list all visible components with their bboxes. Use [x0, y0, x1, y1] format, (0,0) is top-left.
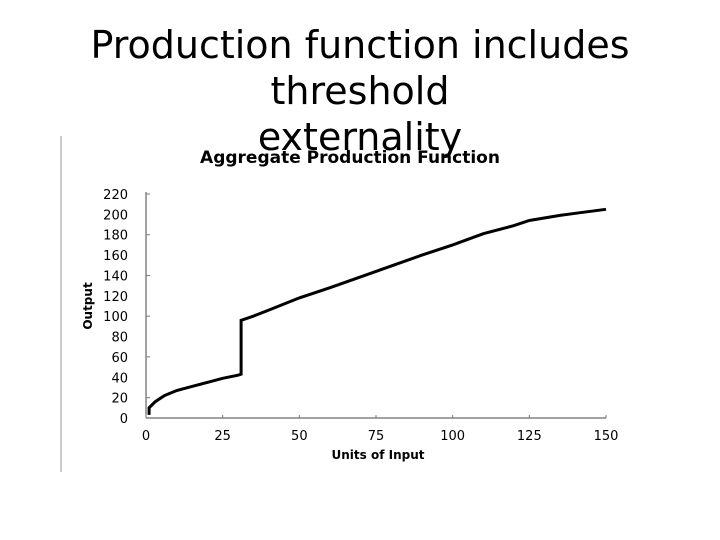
x-tick-label: 100 [440, 429, 465, 444]
chart-title: Aggregate Production Function [200, 148, 500, 168]
y-tick-label: 220 [103, 188, 128, 203]
y-tick-label: 60 [111, 351, 128, 366]
y-tick-label: 100 [103, 310, 128, 325]
x-tick-label: 150 [594, 429, 619, 444]
y-tick-label: 140 [103, 269, 128, 284]
y-tick-label: 0 [120, 412, 128, 427]
x-tick-label: 25 [214, 429, 231, 444]
slide-title-line-2: externality [257, 115, 463, 159]
x-tick-label: 75 [368, 429, 385, 444]
y-tick-label: 40 [111, 371, 128, 386]
y-tick-label: 80 [111, 331, 128, 346]
y-tick-label: 160 [103, 249, 128, 264]
plot-area: 0 20 40 60 80 100 120 140 160 180 200 220 0 25 50 75 100… [103, 188, 618, 444]
production-line [147, 207, 607, 415]
x-axis-label: Units of Input [332, 448, 425, 462]
x-tick-label: 125 [517, 429, 542, 444]
y-axis-label: Output [81, 282, 95, 330]
y-tick-label: 20 [111, 392, 128, 407]
y-tick-label: 120 [103, 290, 128, 305]
slide-title: Production function includes threshold e… [20, 22, 700, 160]
x-tick-label: 0 [142, 429, 150, 444]
x-tick-label: 50 [291, 429, 308, 444]
y-tick-label: 200 [103, 208, 128, 223]
slide-title-line-1: Production function includes threshold [90, 23, 630, 113]
y-tick-label: 180 [103, 229, 128, 244]
